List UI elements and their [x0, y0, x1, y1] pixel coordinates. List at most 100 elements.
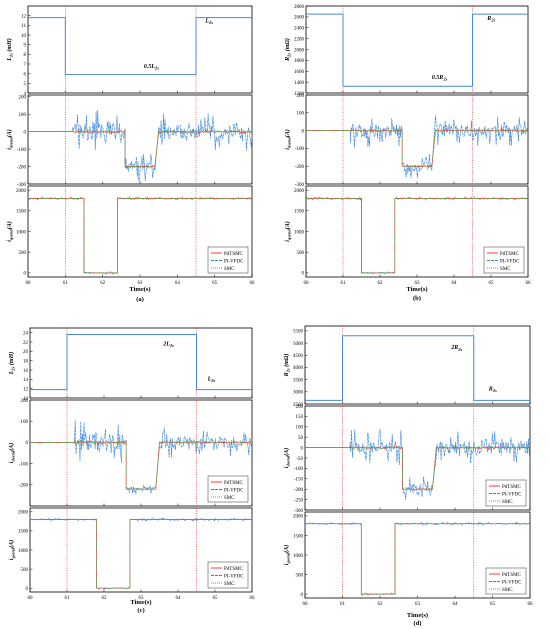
y-tick-label: 5500 — [293, 330, 304, 335]
y-tick-label: 500 — [296, 573, 304, 578]
y-tick-label: 1800 — [294, 59, 305, 64]
y-axis-label: R2s (mΩ) — [283, 354, 291, 378]
y-axis-label-text: idsend(A) — [284, 129, 292, 149]
chart-c: 10 12 14 16 18 20 22 24 L2s (mH) 2L2s L2s -200 -100 0… — [8, 327, 256, 614]
y-tick-label: 2600 — [294, 16, 305, 21]
y-axis-label-text: L2s (mH) — [6, 38, 14, 62]
smc-trace — [27, 197, 253, 274]
legend-box — [207, 246, 249, 274]
x-tick-label: 63 — [139, 596, 145, 601]
y-tick-label: -150 — [294, 478, 304, 483]
y-axis-label-text: iqsend(A) — [8, 540, 16, 560]
legend-label: PI-VFDC — [224, 488, 244, 493]
y-axis-label: L2s (mH) — [6, 38, 14, 62]
x-tick-label: 63 — [415, 281, 421, 286]
pdtsmc-trace — [305, 445, 531, 491]
x-tick-label: 65 — [490, 602, 496, 607]
y-tick-label: 1500 — [16, 210, 27, 215]
y-tick-label: 10 — [23, 397, 29, 402]
y-tick-label: 1600 — [294, 70, 305, 75]
panel-d-1: 2500 3000 3500 4000 4500 5000 5500 R2s (mΩ) 2R2s… — [283, 325, 531, 408]
x-tick-label: 66 — [528, 602, 534, 607]
y-tick-label: 1000 — [18, 549, 29, 554]
x-tick-label: 66 — [250, 281, 256, 286]
y-tick-label: 100 — [296, 426, 304, 431]
y-tick-label: 0 — [26, 587, 29, 592]
y-tick-label: -200 — [295, 165, 305, 170]
x-axis-label: Time(s) — [406, 286, 427, 293]
smc-trace — [306, 127, 529, 169]
x-tick-label: 66 — [250, 596, 256, 601]
y-tick-label: -100 — [19, 462, 29, 467]
y-tick-label: 100 — [21, 420, 29, 425]
x-tick-label: 60 — [28, 596, 34, 601]
x-tick-label: 62 — [378, 281, 384, 286]
legend: PdTSMC PI-VFDC SMC — [483, 246, 525, 274]
x-tick-label: 62 — [102, 596, 108, 601]
y-tick-label: -100 — [17, 148, 27, 153]
y-tick-label: 8 — [24, 53, 27, 58]
legend-box — [483, 246, 525, 274]
legend-label: PI-VFDC — [500, 259, 520, 264]
panel-d-2: -300 -250 -200 -150 -100 -50 0 50 100 150 200 idsen… — [283, 405, 531, 514]
panel-b-2: -300 -200 -100 0 100 200 idsend(A) — [284, 94, 529, 188]
legend-label: SMC — [224, 496, 235, 501]
legend-label: PI-VFDC — [224, 259, 244, 264]
y-tick-label: 1200 — [294, 92, 305, 97]
y-axis-label: L2s (mH) — [8, 352, 16, 376]
pivfdc-trace — [28, 109, 253, 182]
y-tick-label: 500 — [19, 251, 27, 256]
x-tick-label: 65 — [489, 281, 495, 286]
y-tick-label: -200 — [294, 488, 304, 493]
y-tick-label: 4500 — [293, 354, 304, 359]
y-tick-label: 1500 — [293, 534, 304, 539]
parameter-step-line — [30, 334, 252, 391]
subfigure-caption: (d) — [414, 620, 422, 627]
y-axis-label: idsend(A) — [6, 129, 14, 149]
x-tick-label: 60 — [303, 602, 309, 607]
subfigure-caption: (a) — [136, 296, 144, 303]
y-tick-label: 0 — [302, 129, 305, 134]
y-tick-label: 4 — [24, 92, 27, 97]
legend-label: PI-VFDC — [502, 580, 522, 585]
y-tick-label: 20 — [23, 350, 29, 355]
subfigure-caption: (c) — [137, 607, 144, 614]
legend-label: PdTSMC — [502, 485, 522, 490]
legend-label: SMC — [500, 267, 511, 272]
x-tick-label: 61 — [340, 602, 346, 607]
y-tick-label: 200 — [19, 96, 27, 101]
y-tick-label: 12 — [21, 14, 27, 19]
y-axis-label-text: R2s (mΩ) — [284, 38, 292, 62]
y-tick-label: 500 — [21, 568, 29, 573]
y-tick-label: -250 — [294, 498, 304, 503]
parameter-annotation: R2s — [486, 16, 495, 23]
x-axis-label: Time(s) — [407, 612, 428, 619]
y-tick-label: -300 — [17, 183, 27, 188]
legend: PdTSMC PI-VFDC SMC — [207, 561, 249, 589]
pivfdc-trace — [306, 115, 529, 179]
legend: PdTSMC PI-VFDC SMC — [207, 246, 249, 274]
y-tick-label: 2400 — [294, 27, 305, 32]
x-tick-label: 64 — [452, 281, 458, 286]
y-tick-label: 2000 — [294, 189, 305, 194]
legend-label: SMC — [224, 582, 235, 587]
y-tick-label: 24 — [23, 331, 29, 336]
legend-label: SMC — [224, 267, 235, 272]
y-tick-label: 100 — [297, 112, 305, 117]
x-tick-label: 63 — [138, 281, 144, 286]
y-axis-label: iqsend(A) — [6, 221, 14, 241]
parameter-annotation: L2s — [204, 18, 213, 25]
smc-trace — [306, 197, 528, 274]
y-tick-label: 1000 — [293, 554, 304, 559]
y-tick-label: 0 — [24, 272, 27, 277]
subfigure-caption: (b) — [413, 295, 421, 302]
y-axis-label-text: L2s (mH) — [8, 352, 16, 376]
panel-a-3: 0 500 1000 1500 2000 60 61 62 63 64 65 66 iqsend(A) P… — [6, 185, 256, 286]
y-tick-label: 50 — [298, 436, 304, 441]
panel-c-1: 10 12 14 16 18 20 22 24 L2s (mH) 2L2s L2s — [8, 327, 253, 402]
y-tick-label: 22 — [23, 341, 29, 346]
x-tick-label: 62 — [378, 602, 384, 607]
y-tick-label: 4000 — [293, 366, 304, 371]
panel-c-3: 0 500 1000 1500 2000 60 61 62 63 64 65 66 iqsend(A) P… — [8, 507, 256, 601]
y-tick-label: 0 — [301, 446, 304, 451]
